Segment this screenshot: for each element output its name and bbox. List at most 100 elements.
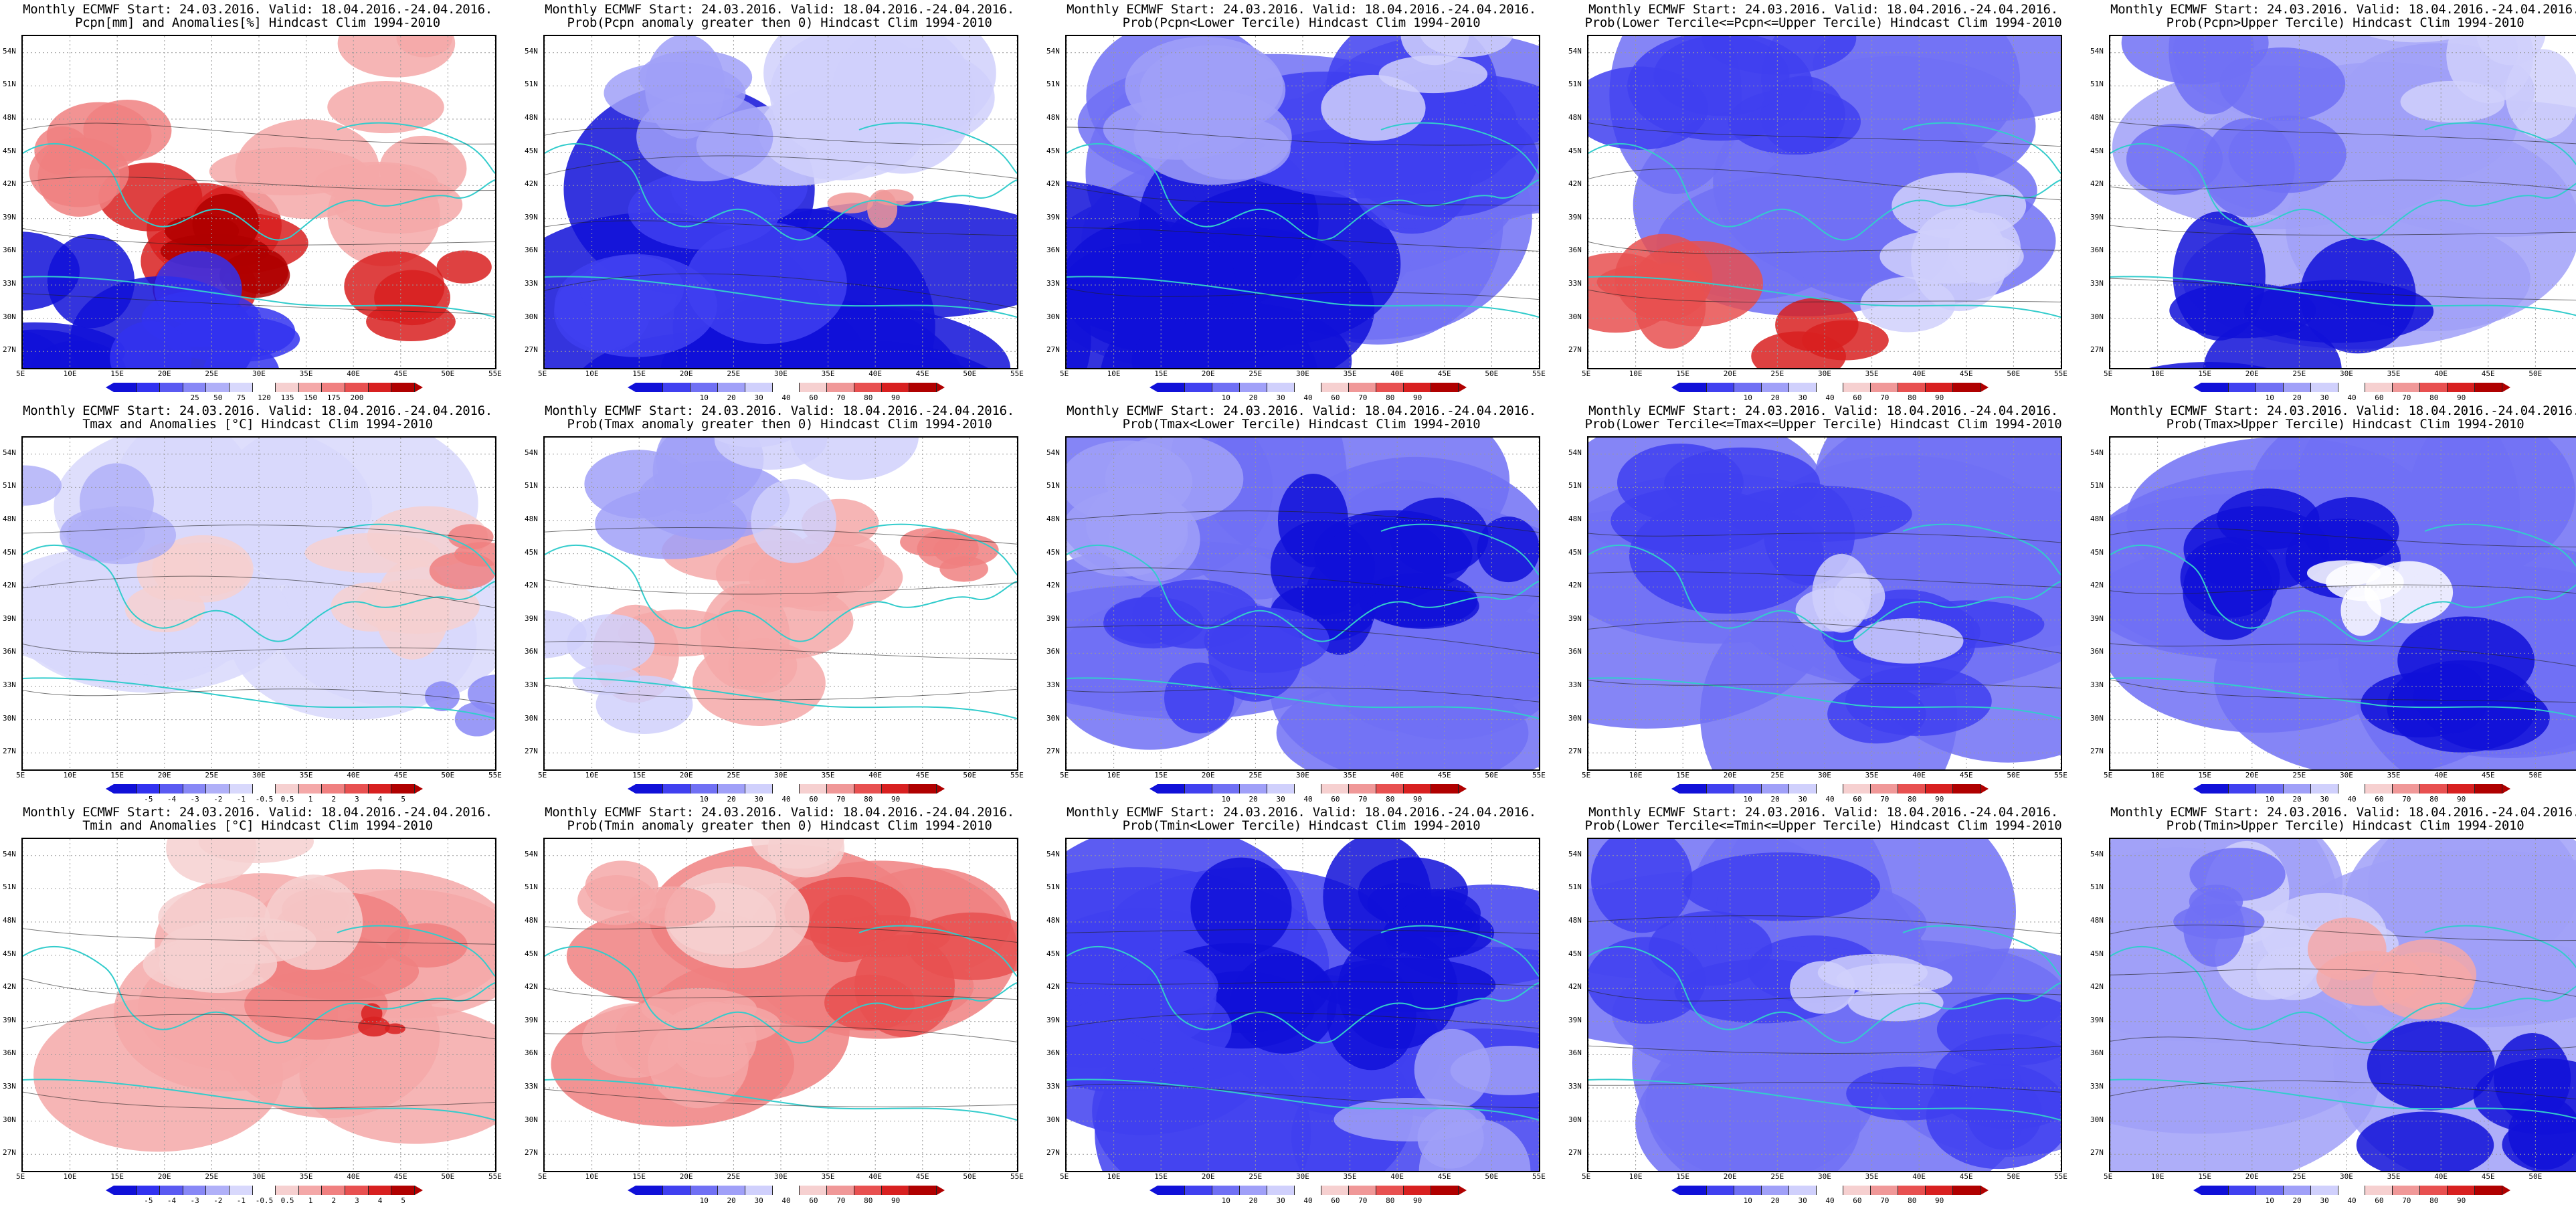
field-blob xyxy=(580,255,684,322)
y-tick-label: 45N xyxy=(1568,147,1582,155)
colorbar xyxy=(1158,1186,1459,1195)
y-tick-label: 36N xyxy=(1046,246,1060,254)
colorbar-segment xyxy=(663,383,691,392)
x-tick-label: 35E xyxy=(300,1172,313,1181)
y-tick-label: 30N xyxy=(1568,1115,1582,1124)
x-tick-label: 5E xyxy=(1582,369,1590,378)
field-svg xyxy=(1588,36,2061,368)
panel-title: Monthly ECMWF Start: 24.03.2016. Valid: … xyxy=(1566,404,2081,418)
colorbar-segment xyxy=(827,1186,854,1195)
x-tick-label: 40E xyxy=(1912,1172,1926,1181)
colorbar-label: 70 xyxy=(1358,1196,1367,1205)
colorbar-segment xyxy=(2475,784,2502,794)
x-tick-label: 25E xyxy=(205,369,218,378)
colorbar-segment xyxy=(229,383,253,392)
y-tick-label: 48N xyxy=(2090,113,2104,122)
y-tick-label: 36N xyxy=(1568,246,1582,254)
colorbar-segment xyxy=(854,784,882,794)
map-area xyxy=(1065,838,1540,1172)
colorbar-segment xyxy=(1185,784,1212,794)
x-tick-label: 20E xyxy=(680,771,693,779)
y-tick-label: 33N xyxy=(1046,1082,1060,1091)
y-tick-label: 51N xyxy=(2090,883,2104,891)
colorbar-segment xyxy=(1679,784,1707,794)
colorbar-label: 90 xyxy=(891,1196,900,1205)
x-tick-label: 50E xyxy=(1485,1172,1498,1181)
y-tick-label: 42N xyxy=(3,581,16,589)
y-tick-label: 48N xyxy=(1046,515,1060,523)
colorbar-segment xyxy=(1926,1186,1953,1195)
x-tick-label: 55E xyxy=(1010,771,1024,779)
colorbar xyxy=(114,784,415,794)
y-tick-label: 42N xyxy=(1046,581,1060,589)
y-tick-label: 39N xyxy=(525,614,538,623)
field-blob xyxy=(2203,118,2294,217)
x-tick-label: 30E xyxy=(1296,369,1309,378)
x-tick-label: 20E xyxy=(158,771,171,779)
y-tick-label: 54N xyxy=(1046,448,1060,457)
y-tick-label: 36N xyxy=(3,246,16,254)
colorbar-segment xyxy=(1321,383,1349,392)
y-tick-label: 39N xyxy=(1046,614,1060,623)
y-tick-label: 39N xyxy=(3,213,16,221)
colorbar-segment xyxy=(276,383,299,392)
forecast-panel-14: Monthly ECMWF Start: 24.03.2016. Valid: … xyxy=(1566,803,2081,1204)
colorbar-segment xyxy=(1431,784,1459,794)
y-tick-label: 51N xyxy=(1568,481,1582,490)
colorbar-segment xyxy=(276,784,299,794)
field-blob xyxy=(567,614,654,673)
x-tick-label: 45E xyxy=(916,369,929,378)
colorbar-segment xyxy=(1789,784,1817,794)
y-tick-label: 48N xyxy=(1046,113,1060,122)
field-blob xyxy=(645,36,725,139)
y-tick-label: 54N xyxy=(1568,47,1582,56)
colorbar-segment xyxy=(1404,383,1431,392)
y-tick-label: 33N xyxy=(1568,1082,1582,1091)
colorbar-segment xyxy=(2256,383,2284,392)
colorbar-segment xyxy=(114,383,137,392)
panel-subtitle: Prob(Pcpn>Upper Tercile) Hindcast Clim 1… xyxy=(2088,16,2576,30)
y-tick-label: 33N xyxy=(1046,680,1060,689)
x-tick-label: 15E xyxy=(1676,771,1689,779)
colorbar-segment xyxy=(1158,1186,1185,1195)
y-tick-label: 48N xyxy=(1046,916,1060,925)
colorbar-segment xyxy=(691,784,718,794)
colorbar-segment xyxy=(1321,1186,1349,1195)
y-tick-label: 27N xyxy=(525,747,538,755)
colorbar-label: 10 xyxy=(1744,1196,1752,1205)
y-tick-label: 54N xyxy=(1568,850,1582,858)
colorbar-arrow-right xyxy=(1981,1186,1989,1195)
forecast-panel-4: Monthly ECMWF Start: 24.03.2016. Valid: … xyxy=(1566,0,2081,401)
colorbar-segment xyxy=(1871,383,1898,392)
colorbar-segment xyxy=(773,784,800,794)
y-tick-label: 48N xyxy=(3,916,16,925)
colorbar-segment xyxy=(663,784,691,794)
y-tick-label: 27N xyxy=(1568,747,1582,755)
y-tick-label: 45N xyxy=(525,147,538,155)
x-tick-label: 15E xyxy=(2198,771,2211,779)
x-tick-label: 15E xyxy=(110,771,124,779)
panel-title: Monthly ECMWF Start: 24.03.2016. Valid: … xyxy=(1044,404,1559,418)
forecast-panel-9: Monthly ECMWF Start: 24.03.2016. Valid: … xyxy=(1566,401,2081,803)
y-tick-label: 51N xyxy=(525,80,538,88)
colorbar-label: 80 xyxy=(864,1196,872,1205)
x-tick-label: 30E xyxy=(774,369,788,378)
colorbar-segment xyxy=(253,784,276,794)
field-blob xyxy=(425,681,460,711)
field-svg xyxy=(23,839,495,1171)
x-tick-label: 5E xyxy=(1060,1172,1069,1181)
panel-title: Monthly ECMWF Start: 24.03.2016. Valid: … xyxy=(522,806,1037,820)
colorbar-arrow-left xyxy=(1671,1186,1679,1195)
colorbar-segment xyxy=(773,1186,800,1195)
field-blob xyxy=(1190,858,1291,957)
y-tick-label: 42N xyxy=(1568,581,1582,589)
colorbar-segment xyxy=(2393,383,2420,392)
colorbar-segment xyxy=(2365,784,2393,794)
panel-subtitle: Prob(Tmax<Lower Tercile) Hindcast Clim 1… xyxy=(1044,418,1559,432)
colorbar-segment xyxy=(2365,1186,2393,1195)
colorbar-arrow-left xyxy=(1149,383,1158,392)
colorbar-segment xyxy=(1898,1186,1926,1195)
y-tick-label: 27N xyxy=(525,345,538,354)
x-tick-label: 35E xyxy=(822,771,835,779)
colorbar-segment xyxy=(2365,383,2393,392)
